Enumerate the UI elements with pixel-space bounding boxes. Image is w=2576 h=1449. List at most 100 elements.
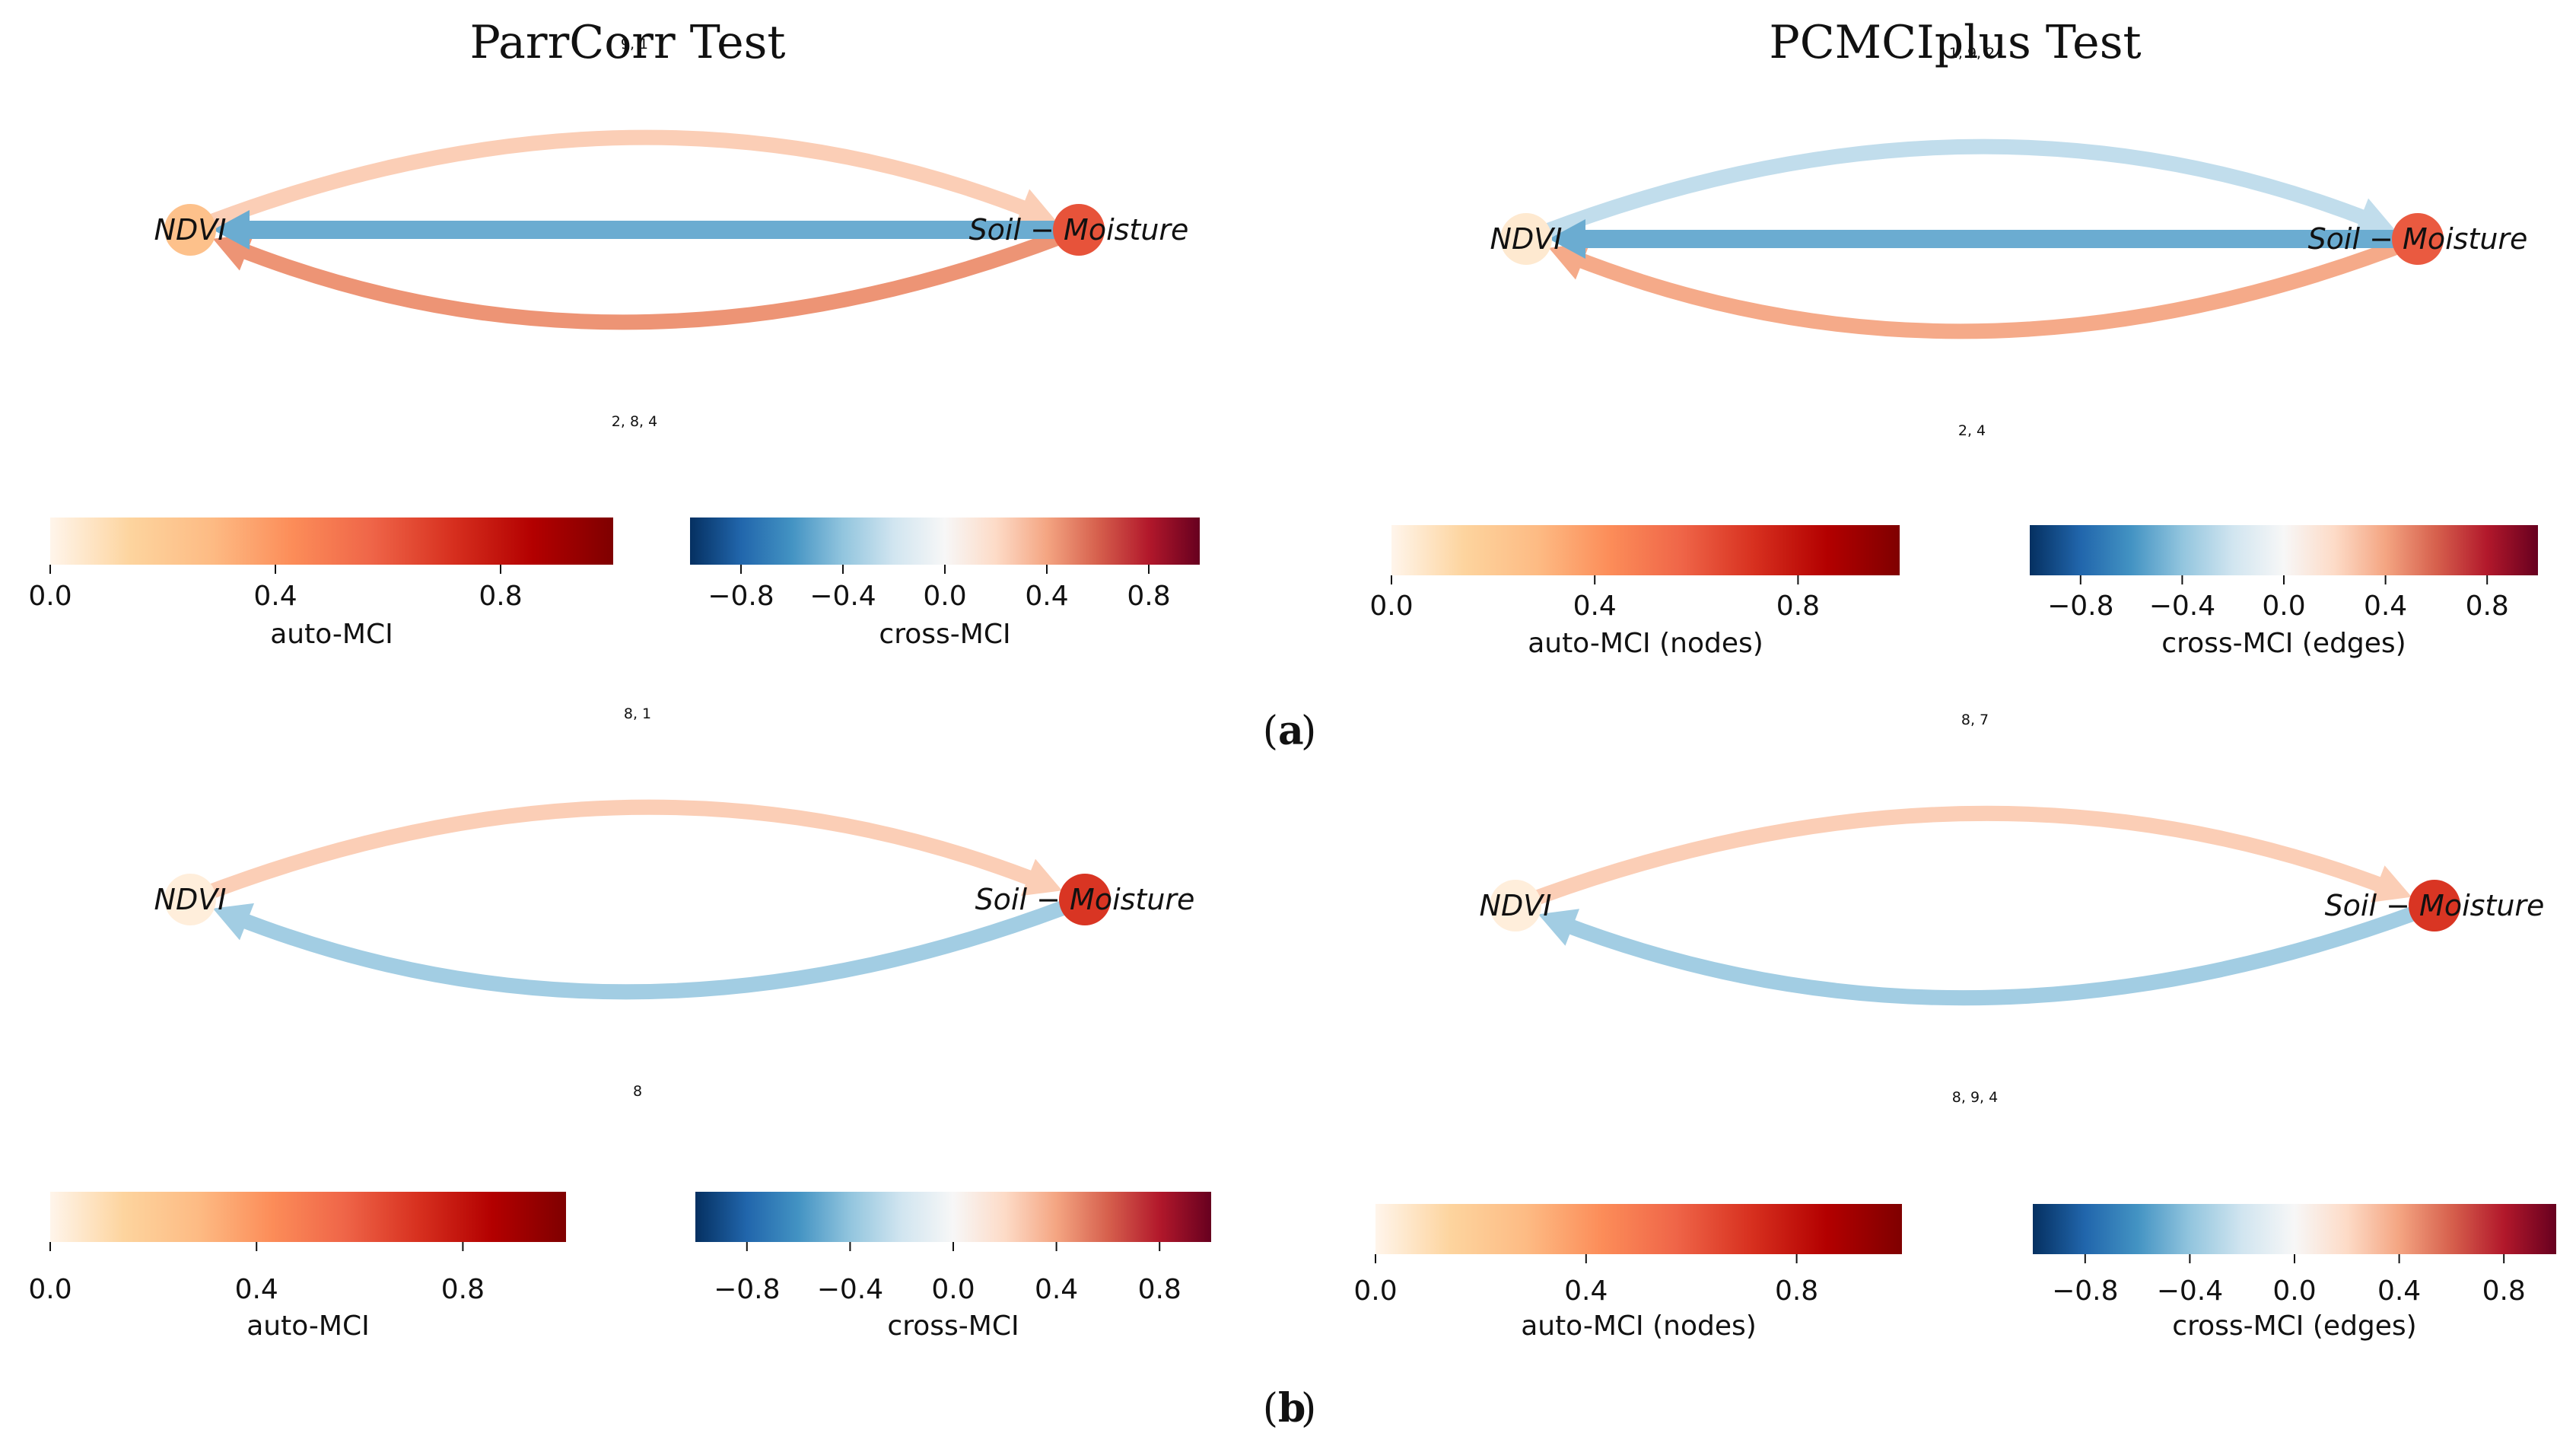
panel-label-b-group: ( b ) (1263, 1385, 1317, 1431)
node-label: Soil − Moisture (969, 213, 1189, 247)
edge-colorbar: −0.8 −0.4 0.0 0.4 0.8 cross-MCI (695, 1192, 1211, 1342)
node-label: NDVI (1490, 222, 1563, 256)
edge-arrowhead (1015, 189, 1057, 226)
node-label: Soil − Moisture (2308, 222, 2528, 256)
node-circle (1053, 204, 1105, 256)
graph-title: ParrCorr Test (469, 16, 785, 69)
colorbar-tick-label: 0.0 (2262, 591, 2305, 622)
edge-arrowhead (212, 903, 254, 941)
edge-lag-label: 9, 1 (621, 36, 648, 53)
edge-layer: 8, 7 8, 9, 4 (1512, 712, 2438, 1106)
edge-1: 2, 4 (1548, 231, 2421, 439)
colorbar-tick-label: −0.8 (2047, 591, 2113, 622)
node-label: Soil − Moisture (975, 883, 1195, 916)
panel-label-paren-open: ( (1263, 709, 1278, 754)
edge-layer: 8, 1 8 (187, 705, 1088, 1100)
node-circle (1490, 880, 1541, 932)
node-ndvi: NDVI (1490, 213, 1563, 265)
panel-label-a-group: ( a ) (1263, 708, 1317, 754)
node-circle (164, 874, 216, 925)
colorbar-gradient (50, 518, 613, 565)
edge-curve (187, 799, 1042, 907)
colorbar-label: auto-MCI (nodes) (1521, 1310, 1757, 1342)
node-circle (1059, 874, 1111, 925)
colorbar-tick-label: 0.8 (1776, 591, 1820, 622)
node-label: NDVI (1480, 889, 1552, 922)
node-circle (1500, 213, 1552, 265)
node-soil-moisture: Soil − Moisture (975, 874, 1195, 925)
colorbar-tick-label: 0.8 (1138, 1274, 1181, 1305)
colorbar-tick-label: 0.0 (923, 581, 966, 612)
colorbar-tick-label: −0.8 (708, 581, 774, 612)
colorbar-gradient (1391, 525, 1900, 575)
edge-0: 1, 9, 2 (1523, 45, 2396, 247)
edge-curve (1569, 231, 2421, 339)
edge-arrowhead (2371, 865, 2412, 903)
edge-layer: 9, 1 2, 8, 4 (187, 36, 1082, 430)
colorbar-gradient (690, 518, 1200, 565)
edge-2 (1549, 219, 2418, 259)
colorbar-tick-label: 0.8 (2482, 1275, 2526, 1307)
colorbar-label: cross-MCI (edges) (2172, 1310, 2416, 1342)
colorbar-tick-label: −0.8 (714, 1274, 780, 1305)
edge-colorbar: −0.8 −0.4 0.0 0.4 0.8 cross-MCI (edges) (2033, 1204, 2556, 1342)
colorbar-tick-label: 0.8 (441, 1274, 485, 1305)
colorbar-tick-label: 0.4 (253, 581, 297, 612)
edge-lag-label: 8, 9, 4 (1952, 1089, 1998, 1106)
edge-layer: 1, 9, 2 2, 4 (1523, 45, 2421, 439)
edge-lag-label: 2, 4 (1958, 422, 1986, 439)
graph-pcmciplus-a: PCMCIplus Test 1, 9, 2 2, 4 NDVI Soil − Mo… (1369, 16, 2538, 659)
colorbar-tick-label: 0.8 (2466, 591, 2509, 622)
colorbar-tick-label: 0.8 (479, 581, 522, 612)
edge-colorbar: −0.8 −0.4 0.0 0.4 0.8 cross-MCI (690, 518, 1200, 650)
colorbar-label: cross-MCI (edges) (2161, 628, 2406, 659)
edge-lag-label: 8 (633, 1083, 642, 1100)
colorbar-tick-label: 0.4 (1564, 1275, 1608, 1307)
colorbar-gradient (1375, 1204, 1902, 1254)
colorbar-label: auto-MCI (246, 1310, 370, 1342)
edge-arrowhead (1021, 858, 1063, 896)
colorbar-gradient (50, 1192, 566, 1242)
node-soil-moisture: Soil − Moisture (2308, 213, 2528, 265)
node-circle (2409, 880, 2460, 932)
colorbar-tick-label: 0.0 (931, 1274, 975, 1305)
colorbar-gradient (2033, 1204, 2556, 1254)
colorbar-label: cross-MCI (879, 619, 1010, 650)
colorbar-gradient (695, 1192, 1211, 1242)
edge-curve (1523, 139, 2374, 247)
edge-0: 8, 1 (187, 705, 1063, 907)
colorbar-tick-label: 0.0 (2272, 1275, 2316, 1307)
edge-lag-label: 2, 8, 4 (612, 413, 657, 430)
colorbar-tick-label: 0.0 (28, 1274, 72, 1305)
colorbar-tick-label: −0.4 (817, 1274, 883, 1305)
edge-arrowhead (1549, 219, 1585, 259)
panel-label-paren-close: ) (1301, 709, 1316, 754)
panel-label-paren-close: ) (1301, 1386, 1316, 1431)
colorbar-tick-label: −0.4 (2149, 591, 2215, 622)
edge-curve (234, 222, 1082, 330)
colorbar-label: cross-MCI (887, 1310, 1019, 1342)
colorbar-tick-label: 0.4 (1035, 1274, 1078, 1305)
colorbar-tick-label: 0.8 (1127, 581, 1170, 612)
colorbar-gradient (2030, 525, 2538, 575)
panel-label-paren-open: ( (1263, 1386, 1278, 1431)
edge-lag-label: 8, 7 (1961, 712, 1989, 728)
graph-parrcorr-b: 8, 1 8 NDVI Soil − Moisture 0.0 0.4 0.8 auto-… (28, 705, 1211, 1342)
node-layer: NDVI Soil − Moisture (1480, 880, 2545, 932)
colorbar-tick-label: 0.4 (235, 1274, 278, 1305)
node-layer: NDVI Soil − Moisture (154, 204, 1189, 256)
node-label: Soil − Moisture (2325, 889, 2545, 922)
node-ndvi: NDVI (154, 204, 226, 256)
colorbar-tick-label: 0.8 (1775, 1275, 1818, 1307)
colorbar-tick-label: −0.4 (2157, 1275, 2223, 1307)
edge-lag-label: 8, 1 (624, 705, 651, 722)
node-colorbar: 0.0 0.4 0.8 auto-MCI (nodes) (1369, 525, 1900, 659)
node-colorbar: 0.0 0.4 0.8 auto-MCI (28, 1192, 566, 1342)
colorbar-tick-label: 0.0 (1369, 591, 1413, 622)
node-circle (2392, 213, 2444, 265)
node-layer: NDVI Soil − Moisture (154, 874, 1195, 925)
edge-0: 9, 1 (187, 36, 1057, 237)
colorbar-label: auto-MCI (270, 619, 393, 650)
edge-arrowhead (1538, 909, 1579, 946)
